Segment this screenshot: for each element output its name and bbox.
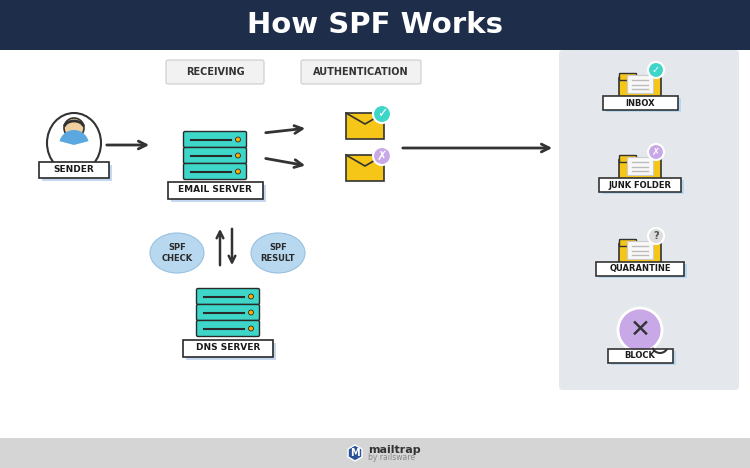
Circle shape [248,310,254,315]
Text: SPF
CHECK: SPF CHECK [161,243,193,263]
Text: EMAIL SERVER: EMAIL SERVER [178,185,252,195]
Circle shape [648,144,664,160]
FancyBboxPatch shape [559,50,739,390]
FancyBboxPatch shape [301,60,421,84]
Text: How SPF Works: How SPF Works [247,11,503,39]
Circle shape [236,169,241,174]
FancyBboxPatch shape [620,73,637,80]
Bar [610,351,676,365]
Text: SPF
RESULT: SPF RESULT [261,243,296,263]
Text: JUNK FOLDER: JUNK FOLDER [608,181,671,190]
Bar [596,262,684,276]
Bar [39,162,109,178]
FancyBboxPatch shape [184,132,247,147]
Circle shape [373,105,391,123]
Bar [346,155,384,181]
Bar [605,98,680,112]
Text: ✗: ✗ [376,149,387,162]
FancyBboxPatch shape [196,321,260,336]
Text: ?: ? [653,231,658,241]
FancyBboxPatch shape [620,155,637,162]
Circle shape [236,137,241,142]
Text: ✓: ✓ [376,108,387,120]
Circle shape [618,308,662,352]
FancyBboxPatch shape [619,159,661,187]
FancyBboxPatch shape [184,147,247,163]
Bar [346,113,384,139]
FancyBboxPatch shape [619,77,661,105]
Circle shape [236,153,241,158]
Bar [170,184,266,202]
Bar [0,0,750,50]
FancyBboxPatch shape [184,163,247,180]
Bar [183,339,273,357]
Text: DNS SERVER: DNS SERVER [196,344,260,352]
Text: M: M [350,448,360,458]
Bar [602,96,677,110]
Bar [627,157,653,175]
Text: by railsware: by railsware [368,453,415,462]
Bar [608,349,673,363]
Circle shape [64,118,84,138]
Text: RECEIVING: RECEIVING [186,67,244,77]
FancyBboxPatch shape [196,288,260,305]
Text: ✗: ✗ [652,147,660,157]
FancyBboxPatch shape [620,240,637,247]
FancyBboxPatch shape [196,305,260,321]
Text: BLOCK: BLOCK [625,351,656,360]
Text: ✕: ✕ [629,318,650,342]
Circle shape [648,62,664,78]
Ellipse shape [150,233,204,273]
Text: AUTHENTICATION: AUTHENTICATION [314,67,409,77]
Text: SENDER: SENDER [54,166,94,175]
Bar [42,165,112,181]
Bar [0,438,750,468]
Text: QUARANTINE: QUARANTINE [609,264,670,273]
Circle shape [373,147,391,165]
Bar [627,241,653,259]
FancyBboxPatch shape [619,243,661,271]
Ellipse shape [251,233,305,273]
Bar [602,180,684,194]
Wedge shape [59,130,88,145]
Ellipse shape [47,113,101,173]
Circle shape [248,294,254,299]
Bar [627,75,653,93]
Text: ✓: ✓ [652,65,660,75]
Bar [599,178,681,192]
Circle shape [648,228,664,244]
Text: INBOX: INBOX [626,98,655,108]
FancyBboxPatch shape [166,60,264,84]
Bar [167,182,262,198]
Text: mailtrap: mailtrap [368,445,421,455]
Circle shape [248,326,254,331]
Bar [186,343,276,359]
Bar [599,264,687,278]
